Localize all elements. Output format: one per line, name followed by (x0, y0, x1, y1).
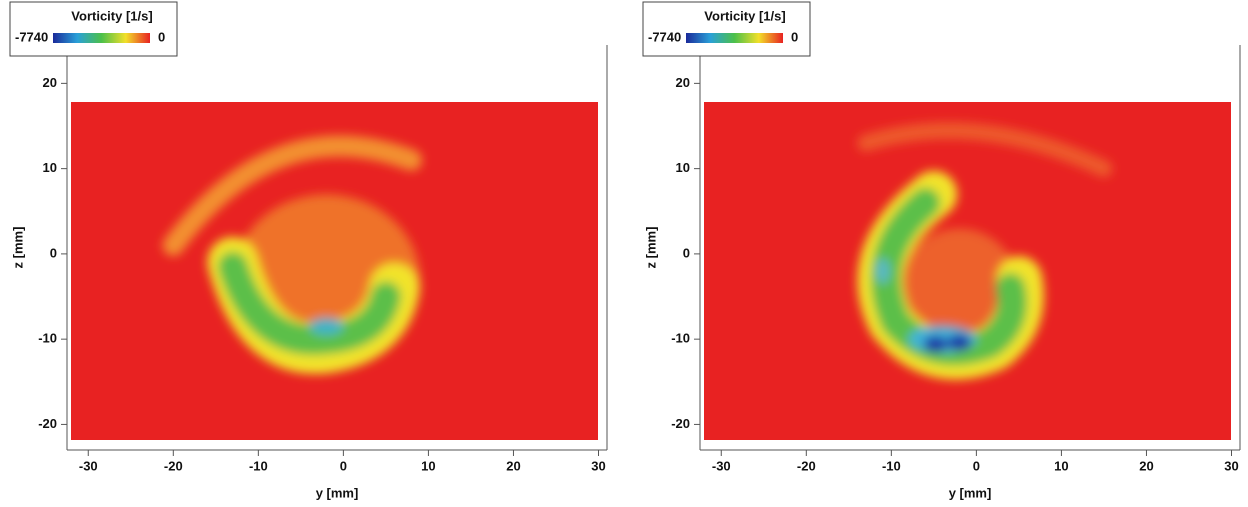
vortex-region (923, 335, 948, 353)
y-tick-label: 20 (43, 75, 57, 90)
y-axis-label: z [mm] (643, 227, 658, 269)
colorbar-max: 0 (791, 29, 798, 44)
x-tick-label: 30 (591, 458, 605, 473)
y-tick-label: 0 (50, 245, 57, 260)
colorbar-min: -7740 (15, 29, 48, 44)
x-tick-label: 20 (506, 458, 520, 473)
x-tick-label: 0 (340, 458, 347, 473)
x-tick-label: 10 (421, 458, 435, 473)
y-axis-label: z [mm] (10, 227, 25, 269)
x-tick-label: -10 (882, 458, 901, 473)
colorbar-title: Vorticity [1/s] (704, 8, 785, 23)
y-tick-label: -10 (38, 331, 57, 346)
vortex-region (309, 317, 344, 335)
vortex-region (899, 228, 1019, 348)
colorbar-legend: Vorticity [1/s] -7740 0 (9, 1, 178, 57)
y-tick-label: 10 (43, 160, 57, 175)
x-tick-label: 10 (1054, 458, 1068, 473)
x-tick-label: 20 (1139, 458, 1153, 473)
x-axis-label: y [mm] (316, 485, 359, 500)
y-tick-label: -20 (671, 416, 690, 431)
vorticity-field (71, 102, 598, 440)
y-tick-label: -10 (671, 331, 690, 346)
vortex (857, 122, 1113, 380)
x-tick-label: -20 (164, 458, 183, 473)
x-axis-label: y [mm] (949, 485, 992, 500)
x-tick-label: -10 (249, 458, 268, 473)
legend-box (9, 1, 178, 57)
x-tick-label: -20 (797, 458, 816, 473)
y-tick-label: -20 (38, 416, 57, 431)
vortex-band (857, 122, 1113, 178)
y-tick-label: 10 (676, 160, 690, 175)
vortex-region (947, 334, 972, 352)
colorbar-legend: Vorticity [1/s] -7740 0 (642, 1, 811, 57)
panel: -30 -20 -10 0 10 20 30 -20 -10 0 10 20 y [mm] z [mm] V… (642, 1, 1241, 500)
vortex-band (162, 135, 423, 256)
colorbar-max: 0 (158, 29, 165, 44)
panel: -30 -20 -10 0 10 20 30 -20 -10 0 10 20 y [mm] z [mm] V… (9, 1, 608, 500)
vorticity-field (704, 102, 1231, 440)
colorbar-min: -7740 (648, 29, 681, 44)
colorbar-title: Vorticity [1/s] (71, 8, 152, 23)
vortex-band (217, 251, 401, 355)
y-tick-label: 0 (683, 245, 690, 260)
x-tick-label: -30 (712, 458, 731, 473)
vortex (162, 135, 423, 374)
legend-box (642, 1, 811, 57)
colorbar (686, 33, 783, 43)
y-tick-label: 20 (676, 75, 690, 90)
x-tick-label: 0 (973, 458, 980, 473)
vortex-region (876, 258, 890, 284)
x-tick-label: -30 (79, 458, 98, 473)
x-tick-label: 30 (1224, 458, 1238, 473)
colorbar (53, 33, 150, 43)
